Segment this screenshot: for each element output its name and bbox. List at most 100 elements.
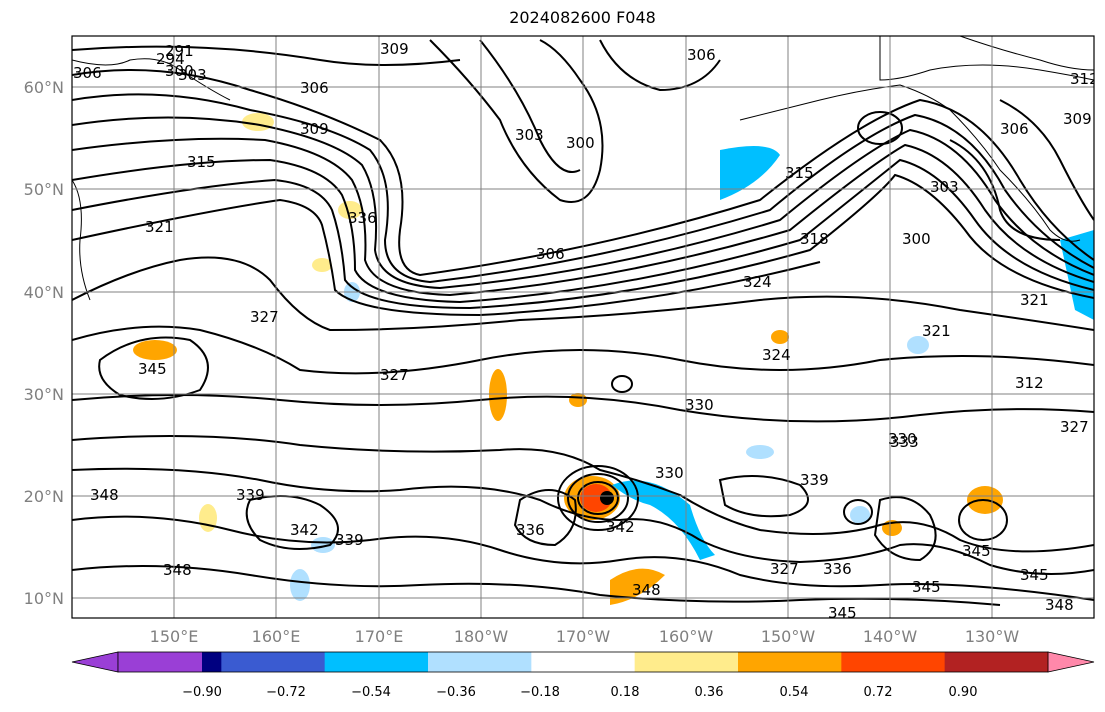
- contour-label: 330: [655, 464, 684, 482]
- graticule: [72, 36, 1094, 618]
- lon-label: 160°E: [252, 627, 301, 646]
- contour-label: 324: [762, 346, 791, 364]
- contour-label: 345: [912, 578, 941, 596]
- lon-label: 150°W: [761, 627, 816, 646]
- colorbar-tick-label: 0.36: [695, 685, 724, 700]
- colorbar-tick-label: 0.90: [949, 685, 978, 700]
- lat-label: 10°N: [24, 589, 64, 608]
- contour-label: 336: [516, 521, 545, 539]
- contour-label: 294: [156, 50, 185, 68]
- contour-label: 306: [687, 46, 716, 64]
- contour-label: 327: [250, 308, 279, 326]
- colorbar-segment: [531, 652, 636, 672]
- colorbar-tick-label: 0.18: [611, 685, 640, 700]
- colorbar-segment: [324, 652, 429, 672]
- contour-label: 336: [823, 560, 852, 578]
- shade-cyan-2: [720, 146, 780, 200]
- contour-layer: [72, 39, 1094, 606]
- contour-label: 318: [800, 230, 829, 248]
- longitude-axis: 150°E 160°E 170°E 180°W 170°W 160°W 150°…: [150, 627, 1020, 646]
- colorbar-segment: [841, 652, 946, 672]
- contour-label: 321: [1020, 291, 1049, 309]
- contour-label: 315: [785, 164, 814, 182]
- lon-label: 170°E: [355, 627, 404, 646]
- contour-label: 345: [962, 542, 991, 560]
- lat-label: 60°N: [24, 78, 64, 97]
- colorbar-segment: [221, 652, 326, 672]
- contour-label: 342: [606, 518, 635, 536]
- lon-label: 130°W: [965, 627, 1020, 646]
- contour-label: 303: [515, 126, 544, 144]
- contour-label: 348: [1045, 596, 1074, 614]
- contour-label: 342: [290, 521, 319, 539]
- map-title: 2024082600 F048: [509, 8, 656, 27]
- shade-orange-3: [133, 340, 177, 360]
- shade-lightblue-5: [907, 336, 929, 354]
- contour-label: 312: [1015, 374, 1044, 392]
- shade-orange-6: [771, 330, 789, 344]
- contour-labels: 291 294 300 303 306 309 306 306 309 315 …: [73, 40, 1094, 618]
- contour-label: 300: [902, 230, 931, 248]
- contour-label: 321: [145, 218, 174, 236]
- lon-label: 150°E: [150, 627, 199, 646]
- colorbar-tick-label: −0.36: [436, 685, 476, 700]
- lat-label: 50°N: [24, 180, 64, 199]
- contour-label: 345: [138, 360, 167, 378]
- colorbar-frame: [117, 651, 1049, 673]
- colorbar: [71, 651, 1095, 673]
- contour-label: 348: [163, 561, 192, 579]
- shade-orange-5: [610, 568, 665, 605]
- contour-label: 306: [73, 64, 102, 82]
- shade-red: [580, 484, 612, 512]
- latitude-axis: 60°N 50°N 40°N 30°N 20°N 10°N: [24, 78, 64, 608]
- contour-label: 330: [685, 396, 714, 414]
- colorbar-segment: [944, 652, 1049, 672]
- coastline-layer: [72, 36, 1094, 301]
- shade-yellow-3: [312, 258, 332, 272]
- colorbar-tick-label: −0.72: [266, 685, 306, 700]
- contour-label: 348: [632, 581, 661, 599]
- colorbar-tick-labels: −0.90 −0.72 −0.54 −0.36 −0.18 0.18 0.36 …: [182, 685, 977, 700]
- contour-label: 315: [187, 153, 216, 171]
- shade-lightblue-1: [311, 537, 335, 553]
- lon-label: 180°W: [454, 627, 509, 646]
- contour-label: 300: [566, 134, 595, 152]
- colorbar-tick-label: −0.54: [351, 685, 391, 700]
- contour-label: 333: [890, 433, 919, 451]
- contour-label: 309: [380, 40, 409, 58]
- colorbar-segment: [118, 652, 202, 672]
- shade-lightblue-3: [746, 445, 774, 459]
- colorbar-tick-label: −0.18: [520, 685, 560, 700]
- contour-label: 306: [536, 245, 565, 263]
- contour-label: 339: [236, 486, 265, 504]
- colorbar-tick-label: −0.90: [182, 685, 222, 700]
- contour-label: 336: [348, 209, 377, 227]
- shade-yellow-1: [338, 201, 362, 219]
- contour-label: 339: [800, 471, 829, 489]
- contour-label: 306: [300, 79, 329, 97]
- colorbar-segment: [634, 652, 739, 672]
- colorbar-tick-label: 0.72: [864, 685, 893, 700]
- lon-label: 170°W: [556, 627, 611, 646]
- shade-orange-2: [489, 369, 507, 421]
- map-border: [71, 35, 1095, 619]
- contour-label: 303: [178, 66, 207, 84]
- colorbar-extend-min: [71, 651, 119, 673]
- lat-label: 30°N: [24, 385, 64, 404]
- contour-label: 309: [300, 120, 329, 138]
- lat-label: 20°N: [24, 487, 64, 506]
- contour-label: 300: [165, 62, 194, 80]
- colorbar-tick-label: 0.54: [780, 685, 809, 700]
- contour-label: 339: [335, 531, 364, 549]
- colorbar-extend-max: [1047, 651, 1095, 673]
- lat-label: 40°N: [24, 283, 64, 302]
- shade-orange-7: [569, 393, 587, 407]
- contour-label: 330: [888, 430, 917, 448]
- shade-lightblue-4: [850, 506, 870, 524]
- contour-label: 327: [380, 366, 409, 384]
- shade-yellow-4: [199, 504, 217, 532]
- contour-label: 324: [743, 273, 772, 291]
- contour-label: 345: [1020, 566, 1049, 584]
- contour-label: 348: [90, 486, 119, 504]
